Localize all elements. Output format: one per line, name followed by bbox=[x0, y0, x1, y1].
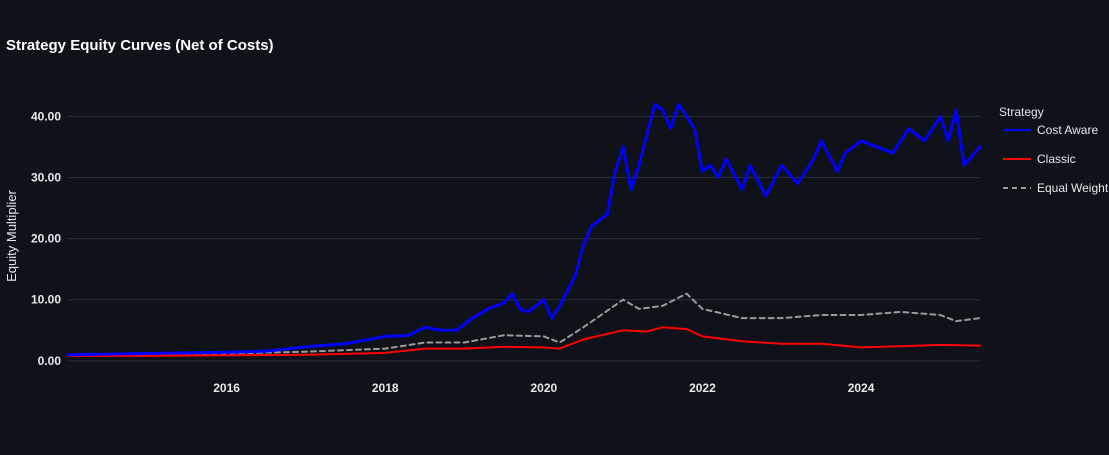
y-tick-label: 0.00 bbox=[38, 354, 62, 368]
grid-lines bbox=[68, 115, 980, 362]
y-tick-label: 30.00 bbox=[31, 171, 61, 185]
x-tick-labels: 2016 2018 2020 2022 2024 bbox=[213, 381, 874, 395]
x-tick-label: 2018 bbox=[372, 381, 399, 395]
y-tick-labels: 0.00 10.00 20.00 30.00 40.00 bbox=[31, 109, 61, 367]
x-tick-label: 2020 bbox=[530, 381, 557, 395]
series-line-equal-weight bbox=[67, 292, 981, 356]
y-tick-label: 10.00 bbox=[31, 293, 61, 307]
series-line-cost-aware bbox=[66, 102, 982, 357]
x-tick-label: 2022 bbox=[689, 381, 716, 395]
x-tick-label: 2024 bbox=[848, 381, 875, 395]
legend-label-equal-weight: Equal Weight bbox=[1037, 181, 1109, 195]
chart-title: Strategy Equity Curves (Net of Costs) bbox=[6, 37, 274, 54]
legend-label-classic: Classic bbox=[1037, 152, 1076, 166]
legend: Strategy Cost Aware Classic Equal Weight bbox=[999, 105, 1109, 195]
series-lines bbox=[66, 102, 982, 357]
y-tick-label: 20.00 bbox=[31, 232, 61, 246]
y-tick-label: 40.00 bbox=[31, 109, 61, 123]
series-line-classic bbox=[67, 326, 981, 357]
y-axis-label: Equity Multiplier bbox=[4, 189, 19, 281]
legend-title: Strategy bbox=[999, 105, 1044, 119]
x-tick-label: 2016 bbox=[213, 381, 240, 395]
legend-label-cost-aware: Cost Aware bbox=[1037, 123, 1098, 137]
